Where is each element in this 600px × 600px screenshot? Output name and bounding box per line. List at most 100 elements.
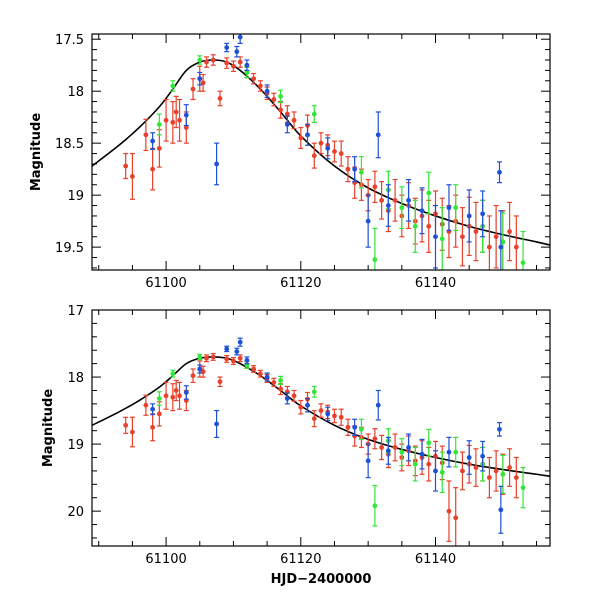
data-marker: [446, 508, 452, 514]
data-marker: [480, 453, 486, 459]
bottom-green-point: [439, 451, 445, 493]
top-y-tick-label: 18.5: [55, 137, 84, 152]
bottom-green-point: [426, 428, 432, 457]
data-marker: [197, 366, 203, 372]
top-red-point: [217, 90, 223, 107]
data-marker: [264, 88, 270, 94]
data-marker: [150, 406, 156, 412]
bottom-x-tick-label: 61140: [415, 552, 456, 567]
bottom-red-point: [224, 354, 230, 363]
data-marker: [204, 59, 209, 65]
bottom-red-point: [318, 403, 324, 418]
bottom-panel-tick-labels: 61100 61120 61140 17 18 19 20: [67, 304, 456, 567]
top-red-point: [291, 111, 297, 130]
bottom-green-point: [311, 385, 317, 398]
bottom-red-point: [392, 433, 398, 462]
bottom-red-point: [271, 377, 277, 388]
data-marker: [190, 373, 196, 379]
bottom-red-point: [298, 399, 304, 415]
bottom-red-point: [257, 369, 263, 378]
bottom-red-point: [331, 408, 337, 424]
top-blue-point: [224, 42, 230, 53]
bottom-red-point: [379, 434, 385, 461]
data-marker: [170, 371, 176, 377]
top-blue-point: [352, 156, 358, 183]
data-marker: [224, 346, 230, 352]
data-marker: [497, 426, 502, 432]
bottom-red-point: [143, 394, 149, 416]
top-blue-point: [237, 34, 243, 44]
top-green-point: [520, 230, 526, 270]
bottom-red-point: [177, 381, 183, 410]
data-marker: [460, 468, 465, 474]
top-panel-points: [123, 34, 526, 270]
data-marker: [163, 393, 169, 399]
top-blue-point: [234, 45, 240, 58]
data-marker: [486, 475, 492, 481]
bottom-red-point: [170, 383, 176, 412]
data-marker: [318, 140, 324, 146]
top-red-point: [190, 78, 196, 101]
data-marker: [237, 355, 243, 361]
bottom-red-point: [237, 354, 243, 363]
top-red-point: [150, 147, 156, 191]
data-marker: [453, 449, 459, 455]
top-red-point: [230, 60, 236, 73]
data-marker: [311, 416, 317, 422]
data-marker: [298, 404, 304, 410]
bottom-red-point: [486, 456, 492, 499]
bottom-y-tick-label: 20: [67, 505, 84, 520]
bottom-green-point: [358, 418, 364, 440]
data-marker: [433, 468, 438, 474]
data-marker: [237, 339, 243, 345]
data-marker: [399, 449, 405, 455]
bottom-blue-point: [446, 436, 452, 468]
data-marker: [345, 424, 351, 430]
data-marker: [359, 169, 364, 175]
top-blue-point: [264, 84, 270, 99]
data-marker: [325, 145, 331, 151]
bottom-red-point: [210, 352, 216, 361]
top-green-point: [170, 80, 176, 92]
bottom-green-point: [453, 436, 459, 468]
bottom-y-axis-label: Magnitude: [41, 389, 56, 468]
bottom-blue-point: [214, 409, 220, 438]
data-marker: [352, 424, 358, 430]
data-marker: [473, 465, 479, 470]
top-panel-frame: [91, 33, 551, 271]
data-marker: [156, 122, 162, 127]
data-marker: [480, 211, 486, 217]
data-marker: [163, 117, 169, 123]
bottom-red-point: [150, 413, 156, 442]
data-marker: [365, 218, 371, 224]
bottom-y-tick-label: 18: [67, 371, 84, 386]
data-marker: [453, 515, 459, 521]
data-marker: [231, 63, 236, 69]
data-marker: [466, 455, 472, 460]
data-marker: [284, 111, 290, 117]
data-marker: [271, 97, 277, 102]
data-marker: [123, 163, 129, 169]
data-marker: [183, 390, 189, 395]
bottom-red-point: [123, 416, 129, 434]
data-marker: [365, 458, 371, 464]
data-marker: [183, 125, 189, 130]
bottom-blue-point: [466, 440, 472, 475]
top-panel: 61100 61120 61140 17.5 18 18.5 19 19.5 Magnitud…: [29, 33, 551, 291]
top-y-tick-label: 18: [67, 85, 84, 100]
bottom-blue-point: [305, 397, 311, 413]
bottom-blue-point: [197, 364, 203, 374]
top-x-tick-label: 61120: [280, 276, 321, 291]
data-marker: [392, 445, 398, 450]
top-red-point: [257, 80, 263, 92]
top-red-point: [338, 140, 344, 167]
data-marker: [244, 357, 250, 363]
top-red-point: [210, 54, 216, 66]
data-marker: [214, 421, 220, 427]
data-marker: [170, 394, 176, 400]
top-red-point: [379, 181, 385, 220]
data-marker: [385, 448, 391, 454]
data-marker: [257, 83, 263, 89]
bottom-red-point: [217, 376, 223, 388]
